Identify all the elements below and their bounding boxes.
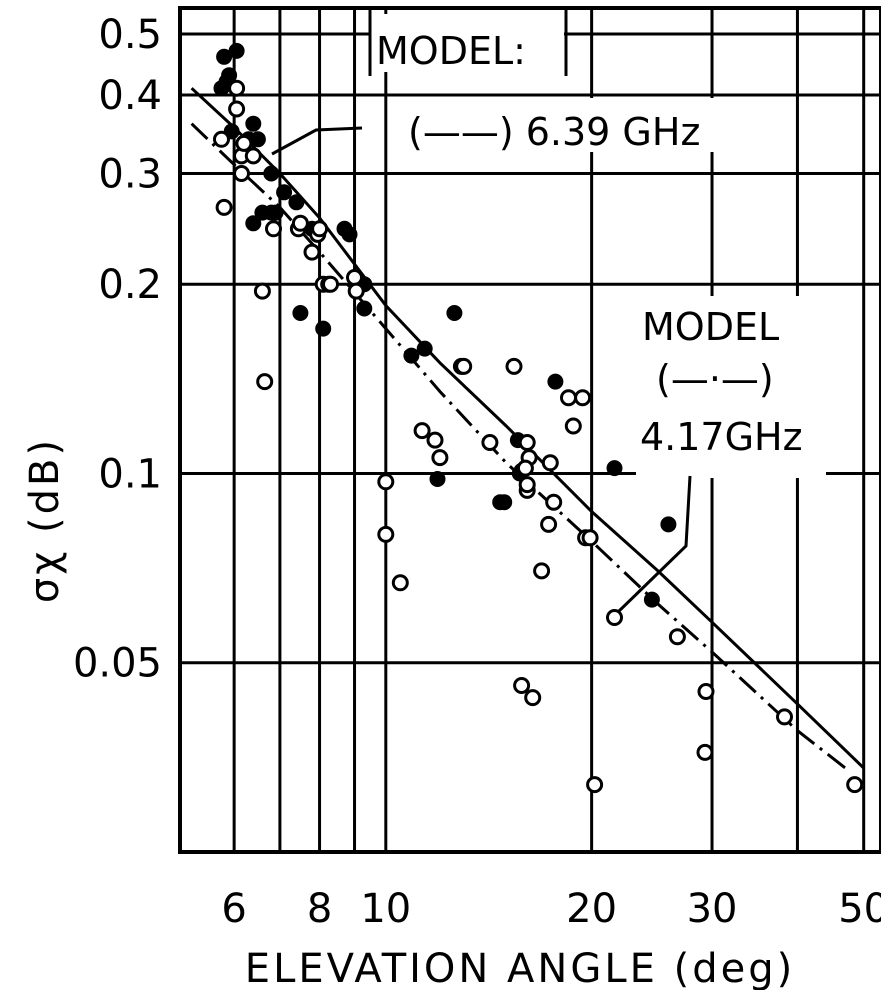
data-point-open [215, 198, 233, 216]
legend-pointer [271, 126, 363, 156]
data-point-filled [228, 42, 245, 59]
data-point-open [322, 275, 339, 293]
data-point-open [233, 165, 250, 182]
y-tick-label: 0.2 [98, 262, 162, 308]
data-point-filled [416, 340, 433, 357]
data-point-filled [315, 320, 332, 337]
y-tick-label: 0.1 [98, 451, 162, 497]
data-point-filled [267, 204, 284, 221]
data-point-open [431, 449, 449, 467]
data-point-open [377, 525, 395, 543]
data-point-open [541, 454, 559, 472]
legend-background [370, 14, 564, 72]
model-curve-dash-dot [190, 122, 847, 770]
data-point-filled [356, 300, 373, 317]
data-point-open [228, 79, 246, 97]
data-point-filled [429, 471, 446, 487]
legend-entry-line-style: (—·—) [656, 357, 774, 401]
data-point-filled [643, 591, 660, 608]
data-point-open [413, 422, 431, 440]
data-point-open [696, 743, 714, 761]
plot-frame [178, 6, 881, 854]
data-point-filled [606, 460, 623, 477]
data-point-filled [288, 194, 305, 211]
data-point-open [564, 417, 582, 435]
legend-pointer [616, 475, 692, 614]
x-tick-label: 30 [687, 886, 738, 932]
legend-entry-background [402, 98, 758, 152]
x-tick-label: 50 [838, 886, 881, 932]
legend-background [636, 296, 826, 478]
data-point-open [303, 243, 321, 261]
data-point-filled [403, 347, 420, 364]
y-axis-title: σχ (dB) [22, 437, 68, 603]
legend-entry-4-17-ghz: 4.17GHz [640, 415, 803, 459]
data-point-open [668, 628, 686, 646]
legend-model-label: MODEL [642, 305, 779, 349]
x-tick-label: 8 [307, 886, 332, 932]
data-point-filled [341, 226, 358, 243]
data-point-open [346, 269, 363, 286]
data-point-open [228, 100, 246, 118]
data-point-open [244, 147, 262, 165]
y-tick-label: 0.5 [98, 12, 162, 58]
data-points [213, 42, 864, 794]
data-point-open [516, 459, 534, 477]
data-point-open [518, 476, 536, 494]
data-point-open [606, 609, 623, 626]
legend-model-label: MODEL: [376, 29, 526, 73]
data-point-open [291, 214, 309, 232]
x-tick-label: 6 [221, 886, 246, 932]
data-point-open [776, 708, 793, 726]
data-point-open [505, 357, 523, 375]
data-point-open [256, 373, 274, 391]
y-axis-tick-labels: 0.5 0.4 0.3 0.2 0.1 0.05 [73, 12, 162, 687]
legend-entry-6-39-ghz: (——) 6.39 GHz [408, 110, 700, 154]
data-point-open [391, 574, 409, 592]
data-point-open [513, 677, 531, 694]
data-point-open [253, 282, 271, 300]
y-tick-label: 0.4 [98, 73, 162, 119]
data-point-open [540, 515, 558, 533]
data-point-filled [245, 115, 262, 132]
x-tick-label: 20 [566, 886, 617, 932]
data-point-open [481, 434, 499, 451]
data-point-open [586, 776, 604, 794]
x-axis-tick-labels: 6 8 10 20 30 50 [221, 886, 881, 932]
data-point-open [455, 357, 473, 375]
data-point-open [377, 473, 395, 491]
data-point-open [574, 389, 592, 407]
data-point-open [265, 220, 282, 238]
data-point-open [846, 776, 864, 794]
x-tick-label: 10 [360, 886, 411, 932]
data-point-filled [249, 131, 266, 148]
data-point-open [518, 434, 536, 451]
data-point-open [581, 529, 599, 547]
data-point-open [311, 220, 329, 238]
data-point-filled [245, 215, 262, 232]
data-point-open [426, 431, 444, 449]
data-point-filled [263, 165, 280, 182]
data-point-open [545, 493, 563, 511]
data-point-open [533, 562, 551, 580]
data-point-filled [496, 494, 513, 511]
data-point-open [347, 282, 365, 300]
data-point-open [213, 130, 230, 148]
data-point-open [697, 683, 715, 700]
data-point-filled [221, 67, 238, 84]
data-point-filled [660, 516, 677, 533]
data-point-open [524, 689, 542, 707]
x-axis-title: ELEVATION ANGLE (deg) [245, 946, 795, 990]
data-point-filled [547, 373, 564, 390]
y-tick-label: 0.3 [98, 152, 162, 198]
data-point-open [235, 134, 253, 152]
data-point-filled [446, 305, 463, 321]
y-tick-label: 0.05 [73, 641, 162, 687]
data-point-filled [292, 305, 309, 321]
data-point-filled [276, 184, 293, 201]
data-point-open [560, 389, 577, 407]
